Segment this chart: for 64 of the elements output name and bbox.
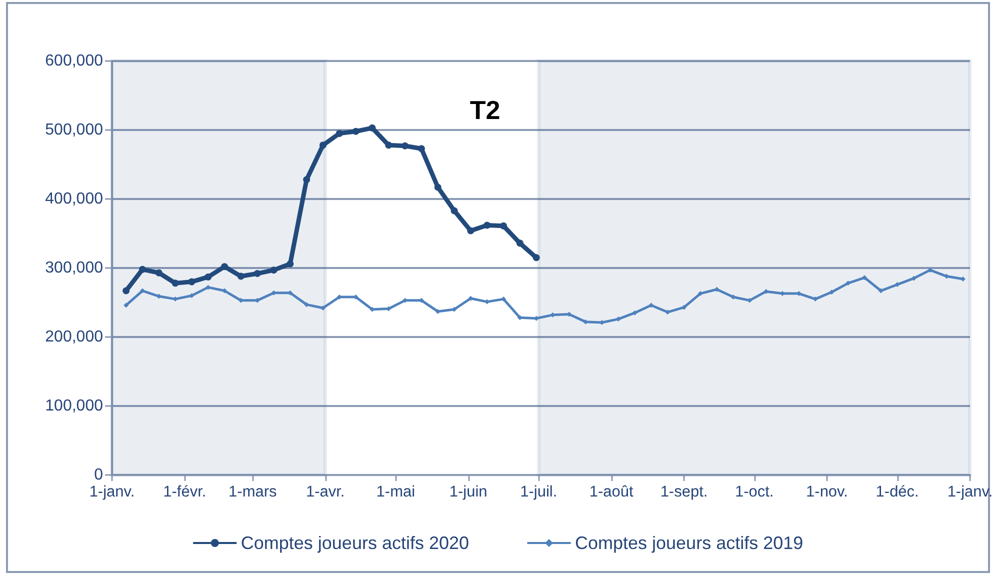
point <box>221 263 228 270</box>
point <box>140 288 145 294</box>
y-tick-label: 400,000 <box>45 190 104 208</box>
point <box>172 280 179 287</box>
point <box>516 240 524 247</box>
point <box>846 280 851 286</box>
x-tick-label: 1-avr. <box>306 484 345 500</box>
point <box>467 227 474 234</box>
point <box>222 288 228 294</box>
point <box>894 282 900 288</box>
point <box>682 304 686 310</box>
point <box>352 128 360 135</box>
point <box>237 272 244 280</box>
x-tick-label: 1-juin <box>449 484 488 500</box>
point <box>878 288 884 294</box>
x-tick-label: 1-janv. <box>947 484 993 500</box>
y-tick-label: 100,000 <box>45 398 104 414</box>
point <box>450 207 458 214</box>
point <box>418 145 425 152</box>
point <box>648 302 654 308</box>
x-tick-label: 1-juil. <box>520 484 558 500</box>
legend-label: Comptes joueurs actifs 2019 <box>575 533 804 553</box>
legend-label: Comptes joueurs actifs 2020 <box>240 533 470 553</box>
x-tick-label: 1-oct. <box>734 484 774 500</box>
point <box>303 176 310 184</box>
point <box>336 130 343 137</box>
x-tick-label: 1-sept. <box>660 484 708 500</box>
annotation: T2 <box>470 95 500 125</box>
point <box>204 273 212 280</box>
y-tick-label: 300,000 <box>45 260 104 276</box>
point <box>484 222 491 229</box>
point <box>270 266 278 274</box>
x-tick-label: 1-nov. <box>806 484 848 500</box>
point <box>368 124 376 132</box>
point <box>138 266 146 273</box>
point <box>812 296 818 302</box>
y-tick-label: 600,000 <box>45 52 104 70</box>
point <box>532 254 540 262</box>
point <box>747 298 752 303</box>
y-tick-label: 0 <box>94 466 104 484</box>
point <box>862 275 868 280</box>
point <box>500 222 507 230</box>
point <box>385 142 392 149</box>
y-tick-label: 500,000 <box>45 122 104 138</box>
point <box>155 269 162 276</box>
point <box>124 302 129 308</box>
point <box>911 276 916 281</box>
point <box>286 260 294 268</box>
x-tick-label: 1-août <box>589 484 634 500</box>
point <box>319 142 326 149</box>
x-tick-label: 1-janv. <box>89 484 135 500</box>
point <box>434 184 442 191</box>
x-tick-label: 1-déc. <box>876 484 919 500</box>
y-tick-label: 200,000 <box>45 328 104 346</box>
point <box>254 270 261 278</box>
point <box>122 287 130 294</box>
point <box>402 142 409 150</box>
x-tick-label: 1-mars <box>228 484 278 500</box>
x-tick-label: 1-mai <box>376 484 416 500</box>
point <box>698 291 703 296</box>
x-tick-label: 1-févr. <box>163 484 206 500</box>
point <box>829 290 834 295</box>
point <box>632 310 638 316</box>
point <box>188 278 196 286</box>
